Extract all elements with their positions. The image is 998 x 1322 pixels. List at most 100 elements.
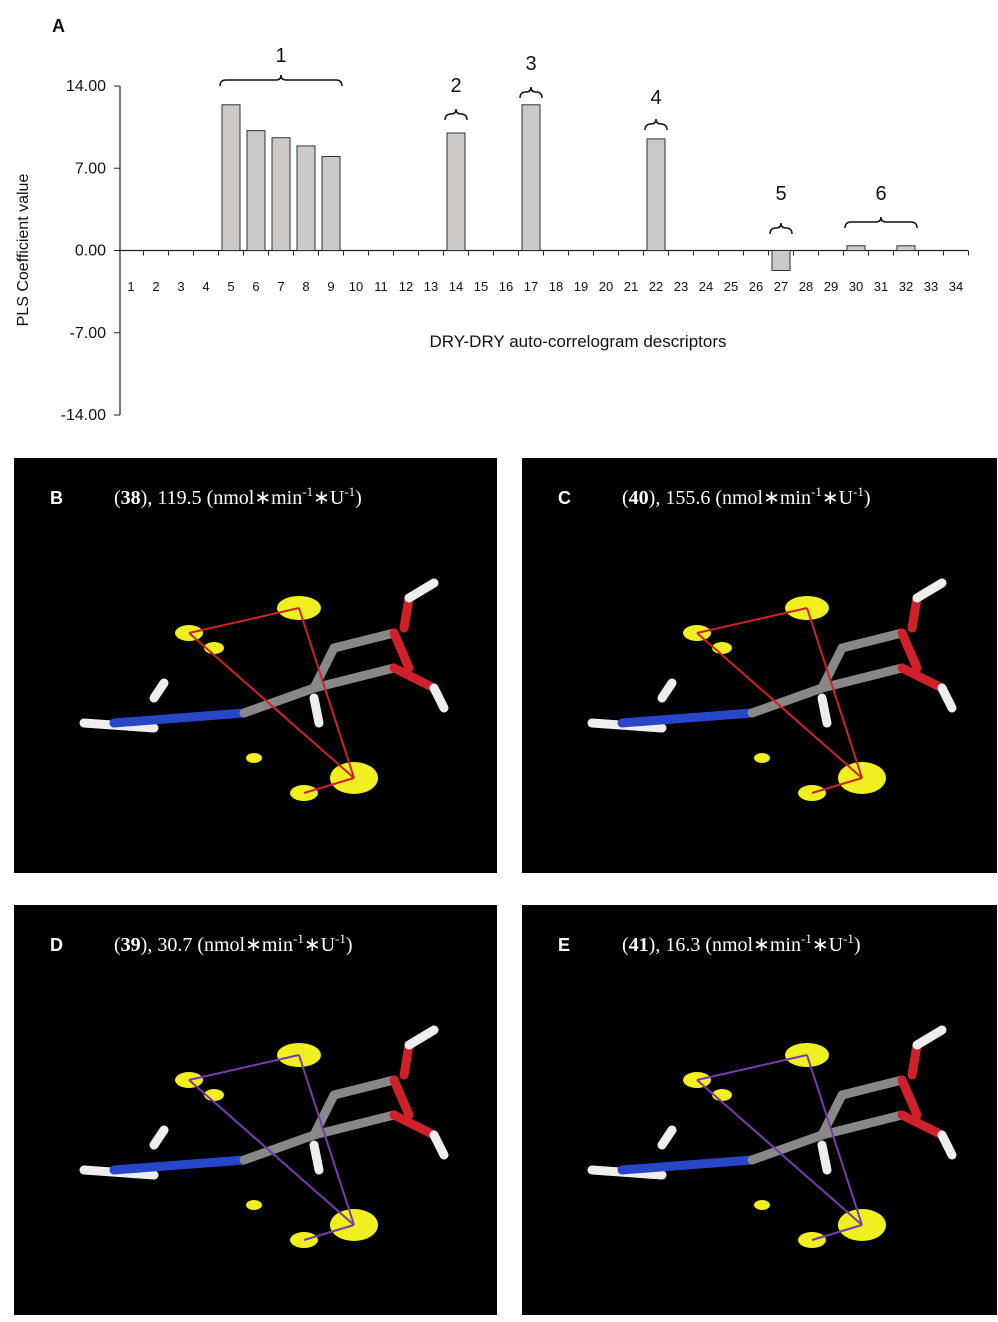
caption-part: 40: [629, 487, 649, 509]
caption: (39), 30.7 (nmol∗min-1∗U-1): [114, 931, 353, 956]
y-tick-label: -14.00: [61, 407, 106, 424]
bond: [817, 693, 832, 728]
bond: [399, 1040, 414, 1080]
bond: [897, 1075, 922, 1120]
brace: [519, 86, 543, 99]
x-tick-label: 14: [449, 279, 463, 294]
caption: (38), 119.5 (nmol∗min-1∗U-1): [114, 484, 362, 509]
bond: [617, 1155, 757, 1175]
caption-part: 38: [121, 487, 141, 509]
bond: [389, 1110, 439, 1140]
distance-line: [298, 607, 355, 779]
bar: [221, 104, 241, 251]
bond: [897, 1110, 947, 1140]
x-tick-label: 21: [624, 279, 638, 294]
caption-part: 41: [629, 934, 649, 956]
bond: [389, 663, 439, 693]
x-tick-label: 3: [177, 279, 184, 294]
bond: [429, 1130, 449, 1160]
x-tick-label: 16: [499, 279, 513, 294]
y-tick-label: 7.00: [75, 160, 106, 177]
annotation: 6: [875, 183, 886, 205]
bond: [937, 683, 957, 713]
distance-line: [811, 777, 863, 794]
distance-line: [188, 1054, 300, 1081]
x-tick-label: 2: [152, 279, 159, 294]
bond: [239, 683, 319, 718]
x-tick-label: 29: [824, 279, 838, 294]
y-tick-label: 0.00: [75, 243, 106, 260]
distance-line: [806, 1054, 863, 1226]
bond: [309, 1110, 399, 1140]
bond: [837, 628, 907, 653]
caption-part: -1: [811, 484, 822, 499]
annotation: 5: [775, 183, 786, 205]
bar: [246, 130, 266, 251]
distance-line: [806, 607, 863, 779]
panel-letter: D: [50, 935, 63, 955]
x-tick-label: 31: [874, 279, 888, 294]
caption-part: ), 155.6 (nmol∗min: [649, 487, 811, 509]
bond: [937, 1130, 957, 1160]
x-tick-label: 1: [127, 279, 134, 294]
bond: [897, 628, 922, 673]
bar: [521, 104, 541, 251]
y-tick-label: -7.00: [70, 325, 107, 342]
x-tick-label: 27: [774, 279, 788, 294]
x-tick-label: 8: [302, 279, 309, 294]
caption-part: (: [114, 487, 121, 509]
panel-background: [14, 458, 497, 873]
bond: [897, 663, 947, 693]
bond: [657, 1125, 677, 1150]
panel: D (39), 30.7 (nmol∗min-1∗U-1): [14, 905, 497, 1315]
x-tick-label: 18: [549, 279, 563, 294]
x-tick-label: 19: [574, 279, 588, 294]
bar: [846, 245, 866, 252]
bar: [771, 250, 791, 271]
caption: (41), 16.3 (nmol∗min-1∗U-1): [622, 931, 861, 956]
bond: [657, 678, 677, 703]
x-tick-label: 17: [524, 279, 538, 294]
bond: [817, 1090, 847, 1140]
caption-part: (: [114, 934, 121, 956]
x-tick-label: 9: [327, 279, 334, 294]
annotation: 1: [275, 45, 286, 67]
distance-line: [303, 777, 355, 794]
bond: [404, 578, 439, 603]
bond: [912, 578, 947, 603]
caption-part: ), 30.7 (nmol∗min: [141, 934, 293, 956]
bond: [109, 708, 249, 728]
bond: [389, 628, 414, 673]
x-tick-label: 34: [949, 279, 963, 294]
distance-line: [188, 607, 300, 634]
annotation: 4: [650, 87, 661, 109]
caption-part: ∗U: [812, 934, 844, 956]
x-tick-label: 33: [924, 279, 938, 294]
bar: [321, 156, 341, 251]
panel-background: [14, 905, 497, 1315]
x-tick-label: 13: [424, 279, 438, 294]
panel-background: [522, 905, 997, 1315]
x-tick-label: 11: [374, 279, 388, 294]
panel-letter: C: [558, 488, 571, 508]
caption-part: -1: [843, 931, 854, 946]
bond: [149, 678, 169, 703]
bond: [747, 683, 827, 718]
brace: [844, 216, 918, 229]
panel: E (41), 16.3 (nmol∗min-1∗U-1): [522, 905, 997, 1315]
distance-line: [696, 632, 863, 779]
panel-letter: B: [50, 488, 63, 508]
field-blob: [246, 753, 262, 763]
caption-part: ), 16.3 (nmol∗min: [649, 934, 801, 956]
distance-line: [188, 632, 355, 779]
x-tick-label: 23: [674, 279, 688, 294]
x-tick-label: 4: [202, 279, 209, 294]
y-axis-label: PLS Coefficient value: [15, 174, 32, 327]
field-blob: [246, 1200, 262, 1210]
bond: [309, 1140, 324, 1175]
panel-label: A: [52, 16, 65, 36]
caption-part: -1: [801, 931, 812, 946]
distance-line: [303, 1224, 355, 1241]
